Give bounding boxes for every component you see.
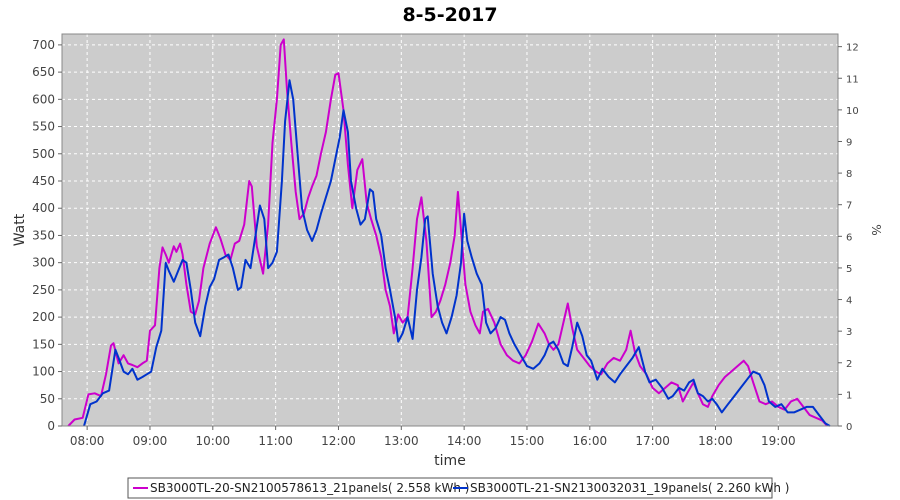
y-tick-label: 100 — [32, 365, 55, 379]
y-tick-label: 200 — [32, 310, 55, 324]
y2-tick-label: 2 — [846, 359, 852, 370]
legend-box — [127, 477, 773, 499]
legend-label-series-2: SB3000TL-21-SN2130032031_19panels( 2.260… — [470, 481, 789, 495]
x-tick-label: 10:00 — [196, 434, 231, 448]
y-tick-label: 700 — [32, 38, 55, 52]
y2-tick-label: 1 — [846, 390, 852, 401]
y-tick-label: 0 — [47, 419, 55, 433]
y-tick-label: 50 — [40, 392, 55, 406]
grid-lines — [62, 34, 838, 427]
legend-label-series-1: SB3000TL-20-SN2100578613_21panels( 2.558… — [150, 481, 469, 495]
x-tick-label: 16:00 — [573, 434, 608, 448]
y-tick-label: 300 — [32, 256, 55, 270]
y-tick-label: 550 — [32, 120, 55, 134]
chart-title: 8-5-2017 — [402, 4, 497, 26]
y-tick-label: 350 — [32, 228, 55, 242]
y2-tick-label: 12 — [846, 43, 859, 54]
y-tick-label: 600 — [32, 92, 55, 106]
y2-tick-label: 10 — [846, 106, 859, 117]
x-tick-label: 09:00 — [133, 434, 168, 448]
x-tick-label: 19:00 — [761, 434, 796, 448]
plot-border — [61, 33, 839, 427]
y-tick-label: 650 — [32, 65, 55, 79]
y-axis: 0 50 100 150 200 250 300 350 400 450 500 550 600 650 7… — [32, 38, 62, 433]
series-line-1 — [67, 38, 829, 427]
x-axis: 08:00 09:00 10:00 11:00 12:00 13:00 14:00 15:00… — [70, 426, 796, 448]
y2-tick-label: 6 — [846, 232, 852, 243]
y2-tick-label: 5 — [846, 264, 852, 275]
y2-tick-label: 9 — [846, 137, 852, 148]
x-tick-label: 17:00 — [635, 434, 670, 448]
x-tick-label: 12:00 — [321, 434, 356, 448]
y-tick-label: 450 — [32, 174, 55, 188]
y2-axis-label: % — [869, 224, 883, 235]
plot-area — [62, 34, 838, 426]
x-tick-label: 14:00 — [447, 434, 482, 448]
y-tick-label: 250 — [32, 283, 55, 297]
x-tick-label: 11:00 — [258, 434, 293, 448]
x-axis-label: time — [434, 453, 466, 469]
y2-tick-label: 4 — [846, 296, 852, 307]
y-tick-label: 400 — [32, 201, 55, 215]
y-tick-label: 150 — [32, 337, 55, 351]
y2-tick-label: 0 — [846, 422, 852, 433]
series-line-2 — [83, 79, 831, 427]
x-tick-label: 08:00 — [70, 434, 105, 448]
x-tick-label: 18:00 — [698, 434, 733, 448]
y-tick-label: 500 — [32, 147, 55, 161]
y2-tick-label: 3 — [846, 327, 852, 338]
y2-tick-label: 7 — [846, 201, 852, 212]
x-tick-label: 15:00 — [510, 434, 545, 448]
x-tick-label: 13:00 — [384, 434, 419, 448]
series-lines — [67, 38, 831, 427]
y2-tick-label: 11 — [846, 74, 859, 85]
y-axis-label: Watt — [12, 213, 28, 246]
y2-tick-label: 8 — [846, 169, 852, 180]
